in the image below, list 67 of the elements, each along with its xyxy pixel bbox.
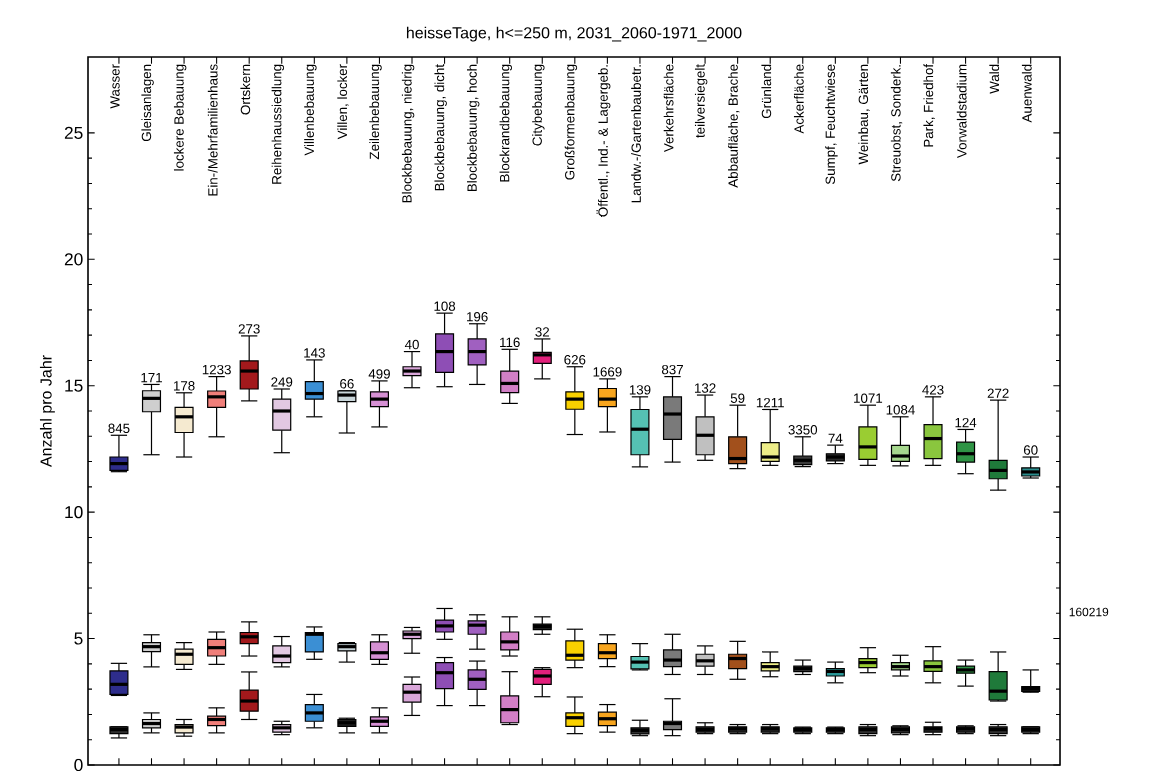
x-tick-label: Streuobst, Sonderk.	[890, 65, 903, 182]
x-tick-label: lockere Bebauung	[173, 64, 187, 171]
x-tick-label: Ein-/Mehrfamilienhaus	[207, 64, 218, 196]
annotation: 132	[694, 383, 716, 393]
y-tick-label: 25	[64, 126, 83, 139]
x-tick-label: Park, Friedhof	[923, 63, 935, 147]
y-tick-label: 5	[74, 632, 83, 645]
x-tick-label: Sumpf, Feuchtwiese	[825, 64, 838, 185]
annotation: 32	[535, 327, 550, 337]
x-tick-label: Blockbebauung, dicht	[434, 64, 447, 191]
x-tick-label: Ortskern	[240, 64, 251, 115]
annotation: 196	[467, 312, 488, 322]
y-tick-label: 20	[64, 253, 83, 266]
annotation: 1071	[854, 393, 883, 403]
y-tick-label: 10	[65, 506, 83, 519]
annotation: 40	[404, 339, 419, 350]
annotation: 499	[368, 369, 390, 379]
x-tick-label: Öffentl., Ind.- & Lagergeb.	[596, 65, 611, 217]
x-tick-label: Blockbebauung, hoch	[467, 64, 480, 192]
annotation: 249	[271, 377, 293, 387]
annotation: 171	[141, 373, 162, 383]
x-tick-label: teilversiegelt	[694, 64, 708, 138]
x-tick-label: Reihenhaussiedlung	[271, 64, 285, 184]
x-tick-label: Verkehrsfläche	[663, 64, 674, 153]
annotation: 124	[955, 417, 977, 428]
x-tick-label: Citybebauung	[532, 64, 545, 146]
annotation: 108	[434, 301, 456, 311]
x-tick-label: Abbaufläche, Brache	[728, 64, 740, 188]
annotation: 116	[500, 337, 520, 348]
x-tick-label: Grünland	[761, 64, 772, 119]
annotation: 1669	[593, 367, 622, 377]
annotation: 59	[730, 393, 745, 403]
annotation: 139	[629, 385, 651, 395]
text: 160219	[1069, 607, 1109, 617]
x-tick-label: Blockrandbebauung	[499, 64, 512, 182]
x-tick-label: Wasser	[110, 64, 120, 109]
annotation: 272	[987, 388, 1009, 398]
x-tick-label: Blockbebauung, niedrig	[401, 64, 415, 203]
annotation: 143	[304, 348, 325, 358]
x-tick-label: Zeilenbebauung	[369, 64, 382, 160]
y-axis-title: Anzahl pro Jahr	[39, 355, 55, 468]
annotation: 74	[828, 433, 843, 443]
x-tick-label: Landw.-/Gartenbaubetr.	[631, 65, 641, 203]
annotation: 3350	[788, 425, 818, 435]
annotation: 1233	[202, 364, 231, 375]
x-tick-label: Villenbebauung	[304, 64, 317, 156]
x-tick-label: Wald	[989, 64, 1000, 94]
x-tick-label: Vorwaldstadium	[956, 64, 967, 158]
annotation: 626	[564, 355, 586, 365]
annotation: 273	[238, 324, 260, 334]
y-tick-label: 15	[65, 379, 83, 392]
y-tick-label: 0	[74, 758, 83, 771]
annotation: 178	[173, 381, 195, 391]
x-tick-label: Ackerfläche	[793, 64, 804, 134]
annotation: 837	[661, 364, 683, 375]
annotation: 845	[108, 423, 130, 433]
annotation: 66	[340, 379, 354, 389]
chart-title: heisseTage, h<=250 m, 2031_2060-1971_2000	[406, 26, 742, 42]
annotation: 1211	[756, 397, 784, 408]
annotation: 60	[1023, 445, 1038, 455]
x-tick-label: Weinbau, Gärten	[858, 64, 870, 165]
annotation: 1084	[886, 405, 915, 415]
annotation: 423	[922, 385, 944, 395]
x-tick-label: Gleisanlagen	[141, 64, 154, 142]
x-tick-label: Großformenbauung	[564, 64, 578, 180]
x-tick-label: Auenwald	[1021, 64, 1032, 123]
x-tick-label: Villen, locker	[337, 64, 349, 140]
